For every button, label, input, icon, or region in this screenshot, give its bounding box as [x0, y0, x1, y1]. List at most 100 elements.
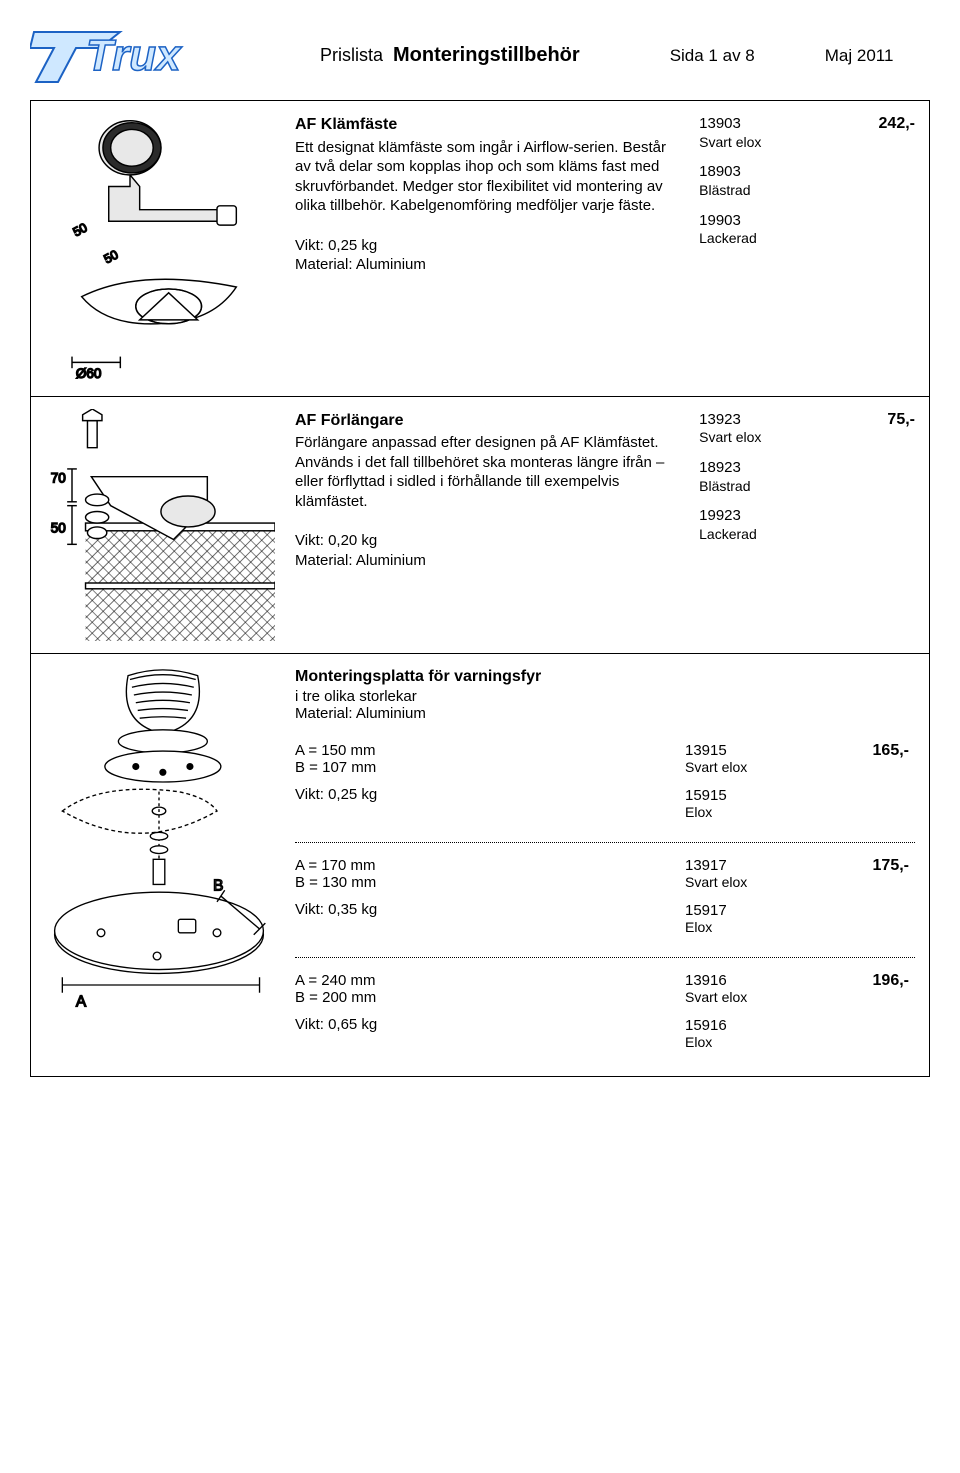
variant-row: A = 240 mm B = 200 mm Vikt: 0,65 kg 1391…: [295, 966, 915, 1062]
sku-label: Svart elox: [699, 429, 807, 447]
variant-price: 196,-: [805, 972, 915, 990]
variant-weight: Vikt: 0,65 kg: [295, 1016, 673, 1033]
product-material: Material: Aluminium: [295, 705, 915, 722]
variant-price: 175,-: [805, 857, 915, 875]
page-header: Trux Prislista Monteringstillbehör Sida …: [30, 20, 930, 90]
variant-desc: A = 240 mm B = 200 mm Vikt: 0,65 kg: [295, 972, 685, 1033]
sku-label: Lackerad: [699, 230, 807, 248]
table-row: 50 50 Ø60 AF Klämfäste Ett designat: [31, 101, 930, 397]
variant-sku: 13915 Svart elox 15915 Elox: [685, 742, 805, 832]
sku-number: 19903: [699, 212, 807, 231]
variant-row: A = 150 mm B = 107 mm Vikt: 0,25 kg 1391…: [295, 736, 915, 832]
variant-sku: 13916 Svart elox 15916 Elox: [685, 972, 805, 1062]
sku-number: 13915: [685, 742, 805, 759]
sku-label: Elox: [685, 919, 805, 935]
product-title: AF Förlängare: [295, 411, 679, 432]
variant-dim: B = 107 mm: [295, 759, 673, 776]
product-price: 242,-: [879, 115, 915, 132]
variant-dim: B = 130 mm: [295, 874, 673, 891]
variant-dim: B = 200 mm: [295, 989, 673, 1006]
header-date: Maj 2011: [825, 46, 894, 66]
sku-block: 13923 Svart elox: [699, 411, 807, 447]
sku-number: 18923: [699, 459, 807, 478]
product-desc-cell: AF Förlängare Förlängare anpassad efter …: [287, 396, 691, 653]
header-title-main: Monteringstillbehör: [393, 44, 580, 67]
product-price: 75,-: [887, 411, 915, 428]
sku-number: 13903: [699, 115, 807, 134]
sku-block: 19923 Lackerad: [699, 507, 807, 543]
header-page-number: Sida 1 av 8: [670, 46, 755, 66]
product-body: Förlängare anpassad efter designen på AF…: [295, 433, 679, 511]
variant-weight: Vikt: 0,35 kg: [295, 901, 673, 918]
variant-dim: A = 240 mm: [295, 972, 673, 989]
dim-label-a: A: [76, 993, 87, 1010]
sku-label: Lackerad: [699, 526, 807, 544]
product-meta-line: Vikt: 0,25 kg: [295, 236, 679, 256]
dotted-separator: [295, 957, 915, 958]
variant-row: A = 170 mm B = 130 mm Vikt: 0,35 kg 1391…: [295, 851, 915, 947]
product-image-cell: B A: [31, 653, 288, 1076]
sku-label: Blästrad: [699, 478, 807, 496]
product-price-cell: 242,-: [815, 101, 929, 397]
plate-drawing: B A: [43, 666, 275, 1014]
variant-sku: 13917 Svart elox 15917 Elox: [685, 857, 805, 947]
sku-number: 15916: [685, 1017, 805, 1034]
sku-label: Svart elox: [685, 759, 805, 775]
product-sku-cell: 13903 Svart elox 18903 Blästrad 19903 La…: [691, 101, 815, 397]
trux-logo: Trux: [30, 20, 290, 90]
sku-block: 13903 Svart elox: [699, 115, 807, 151]
variant-desc: A = 150 mm B = 107 mm Vikt: 0,25 kg: [295, 742, 685, 803]
product-body: Ett designat klämfäste som ingår i Airfl…: [295, 138, 679, 216]
product-desc-cell: AF Klämfäste Ett designat klämfäste som …: [287, 101, 691, 397]
clamp-drawing: 50 50 Ø60: [43, 113, 275, 384]
sku-number: 13923: [699, 411, 807, 430]
logo-text: Trux: [86, 31, 182, 80]
sku-label: Svart elox: [685, 874, 805, 890]
sku-number: 15917: [685, 902, 805, 919]
table-row: B A Monteringsplatta för varningsfyr i t…: [31, 653, 930, 1076]
product-meta-line: Vikt: 0,20 kg: [295, 531, 679, 551]
dim-label: 50: [102, 248, 121, 267]
dotted-separator: [295, 842, 915, 843]
product-meta-line: Material: Aluminium: [295, 255, 679, 275]
sku-label: Elox: [685, 1034, 805, 1050]
sku-number: 13916: [685, 972, 805, 989]
sku-label: Svart elox: [699, 134, 807, 152]
variant-desc: A = 170 mm B = 130 mm Vikt: 0,35 kg: [295, 857, 685, 918]
product-meta: Vikt: 0,20 kg Material: Aluminium: [295, 531, 679, 570]
variant-dim: A = 150 mm: [295, 742, 673, 759]
product-meta-line: Material: Aluminium: [295, 551, 679, 571]
product-image-cell: 70 50: [31, 396, 288, 653]
page: Trux Prislista Monteringstillbehör Sida …: [0, 0, 960, 1097]
dim-label: 70: [51, 470, 66, 485]
sku-number: 15915: [685, 787, 805, 804]
variant-weight: Vikt: 0,25 kg: [295, 786, 673, 803]
sku-label: Svart elox: [685, 989, 805, 1005]
sku-block: 18923 Blästrad: [699, 459, 807, 495]
product-subtitle: i tre olika storlekar: [295, 688, 915, 705]
product-title: Monteringsplatta för varningsfyr: [295, 668, 915, 686]
product-meta: Vikt: 0,25 kg Material: Aluminium: [295, 236, 679, 275]
product-title: AF Klämfäste: [295, 115, 679, 136]
product-sku-cell: 13923 Svart elox 18923 Blästrad 19923 La…: [691, 396, 815, 653]
sku-number: 18903: [699, 163, 807, 182]
sku-block: 18903 Blästrad: [699, 163, 807, 199]
product-image-cell: 50 50 Ø60: [31, 101, 288, 397]
variant-price: 165,-: [805, 742, 915, 760]
dim-label: Ø60: [76, 366, 102, 381]
sku-label: Elox: [685, 804, 805, 820]
product-table: 50 50 Ø60 AF Klämfäste Ett designat: [30, 100, 930, 1077]
dim-label-b: B: [213, 877, 223, 894]
header-text: Prislista Monteringstillbehör Sida 1 av …: [290, 44, 930, 67]
dim-label: 50: [71, 220, 90, 239]
sku-number: 19923: [699, 507, 807, 526]
product-price-cell: 75,-: [815, 396, 929, 653]
sku-block: 19903 Lackerad: [699, 212, 807, 248]
extender-drawing: 70 50: [43, 409, 275, 641]
sku-number: 13917: [685, 857, 805, 874]
plate-desc-cell: Monteringsplatta för varningsfyr i tre o…: [287, 653, 930, 1076]
dim-label: 50: [51, 520, 66, 535]
variant-dim: A = 170 mm: [295, 857, 673, 874]
table-row: 70 50 AF Förlängare Förlängare anpassad …: [31, 396, 930, 653]
plate-header: Monteringsplatta för varningsfyr i tre o…: [295, 668, 915, 722]
